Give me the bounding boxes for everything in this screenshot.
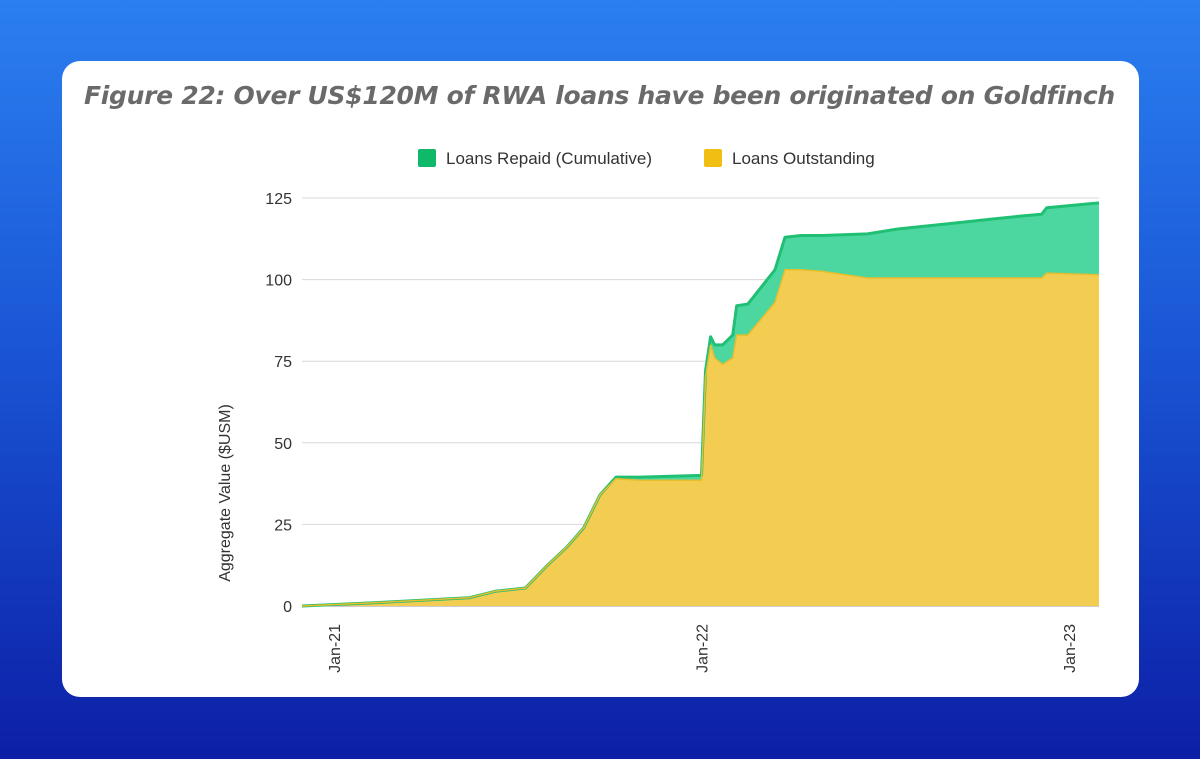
x-tick-label: Jan-21 [327, 624, 344, 673]
area-series [301, 201, 1100, 608]
legend-swatch-1 [704, 149, 722, 167]
figure-title: Figure 22: Over US$120M of RWA loans hav… [84, 81, 1115, 110]
line-loans-outstanding-top [301, 269, 1100, 607]
stacked-area-chart: Loans Repaid (Cumulative) Loans Outstandi… [217, 149, 1100, 673]
y-tick-label: 0 [283, 599, 292, 616]
legend: Loans Repaid (Cumulative) Loans Outstandi… [418, 149, 875, 168]
area-loans-repaid [302, 202, 1099, 606]
y-axis-label: Aggregate Value ($USM) [217, 404, 234, 582]
legend-label-0: Loans Repaid (Cumulative) [446, 149, 652, 168]
area-loans-outstanding [302, 269, 1099, 606]
y-tick-label: 125 [265, 191, 292, 208]
y-tick-label: 75 [274, 354, 292, 371]
y-tick-label: 25 [274, 517, 292, 534]
figure-card: Figure 22: Over US$120M of RWA loans hav… [62, 61, 1139, 697]
legend-label-1: Loans Outstanding [732, 149, 875, 168]
y-tick-label: 100 [265, 273, 292, 290]
x-tick-labels: Jan-21 Jan-22 Jan-23 [327, 624, 1079, 673]
legend-swatch-0 [418, 149, 436, 167]
y-tick-label: 50 [274, 436, 292, 453]
x-tick-label: Jan-23 [1062, 624, 1079, 673]
y-tick-labels: 0 25 50 75 100 125 [265, 191, 292, 616]
x-tick-label: Jan-22 [695, 624, 712, 673]
